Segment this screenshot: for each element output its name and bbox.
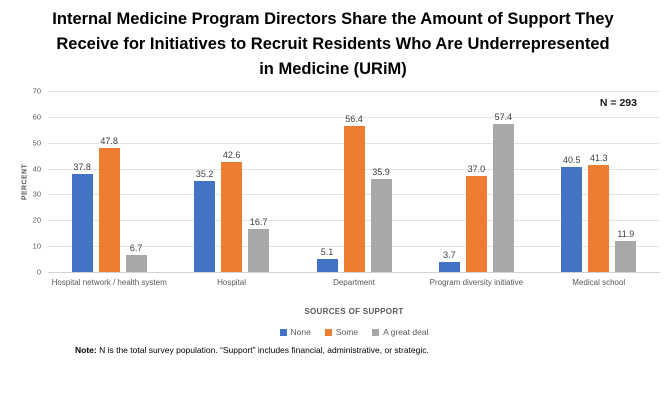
legend-item-none: None — [279, 327, 311, 337]
x-category-label: Program diversity initiative — [429, 278, 524, 287]
bar-value-label: 35.2 — [195, 168, 214, 179]
bar-a-great-deal-program-diversity-initiative — [492, 123, 514, 272]
bar-value-label: 16.7 — [249, 216, 268, 227]
bar-value-label: 57.4 — [494, 111, 513, 122]
legend-item-some: Some — [324, 327, 359, 337]
bar-value-label: 47.8 — [100, 136, 118, 147]
x-category-label: Department — [333, 278, 375, 287]
x-category-labels: Hospital network / health system Hospital… — [48, 277, 660, 288]
bar-value-label: 37.8 — [73, 162, 91, 173]
bar-none-hospital — [194, 180, 216, 272]
chart-title: Internal Medicine Program Directors Shar… — [0, 7, 666, 82]
x-category-label: Hospital network / health system — [51, 278, 167, 287]
y-axis-ticks: 0 10 20 30 40 50 60 70 — [0, 87, 44, 277]
bar-some-department — [343, 126, 365, 272]
bar-value-label: 6.7 — [129, 242, 143, 253]
legend-item-a-great-deal: A great deal — [372, 327, 428, 337]
x-category-cell: Department — [293, 277, 415, 288]
legend-label: A great deal — [383, 327, 429, 337]
legend: None Some A great deal — [48, 327, 660, 337]
x-axis-line — [48, 272, 660, 273]
y-tick-label: 70 — [32, 86, 41, 96]
bar-some-hospital-network-health-system — [98, 148, 120, 272]
legend-label: Some — [335, 327, 359, 337]
x-category-cell: Medical school — [538, 277, 660, 288]
x-category-label: Hospital — [217, 278, 247, 287]
chart-title-line-3: in Medicine (URiM) — [259, 60, 407, 78]
sample-size-annotation: N = 293 — [599, 97, 637, 109]
y-tick-label: 30 — [32, 189, 41, 199]
y-tick-label: 0 — [36, 267, 41, 277]
bar-value-label: 42.6 — [222, 149, 241, 160]
x-category-cell: Program diversity initiative — [415, 277, 537, 288]
footnote-label: Note: — [75, 345, 97, 355]
gridline — [48, 117, 660, 118]
bar-value-label: 40.5 — [563, 155, 581, 166]
x-category-label: Medical school — [572, 278, 626, 287]
bar-some-program-diversity-initiative — [465, 176, 487, 272]
bar-value-label: 35.9 — [372, 167, 390, 178]
bar-value-label: 41.3 — [590, 153, 608, 164]
bar-a-great-deal-department — [370, 179, 392, 272]
bar-some-hospital — [221, 161, 243, 272]
bar-none-department — [316, 258, 338, 272]
bar-none-hospital-network-health-system — [71, 174, 93, 272]
legend-label: None — [290, 327, 311, 337]
bar-value-label: 37.0 — [467, 164, 486, 175]
bar-a-great-deal-hospital — [248, 228, 270, 272]
legend-swatch-icon — [324, 328, 332, 336]
y-tick-label: 10 — [32, 241, 41, 251]
gridline — [48, 91, 660, 92]
x-category-cell: Hospital — [170, 277, 292, 288]
bar-value-label: 5.1 — [320, 246, 334, 257]
plot-area: 37.8 47.8 6.7 35.2 42.6 16.7 5.1 56.4 35.9 3.7 37.… — [48, 91, 660, 273]
bar-a-great-deal-medical-school — [615, 241, 637, 272]
footnote-text: N is the total survey population. “Suppo… — [96, 345, 429, 355]
bar-a-great-deal-hospital-network-health-system — [125, 254, 147, 272]
x-category-cell: Hospital network / health system — [48, 277, 170, 288]
bar-value-label: 3.7 — [443, 250, 456, 261]
footnote: Note: N is the total survey population. … — [75, 345, 429, 355]
y-tick-label: 40 — [32, 164, 41, 174]
x-axis-title: SOURCES OF SUPPORT — [304, 307, 404, 316]
bar-some-medical-school — [588, 165, 610, 272]
bar-none-program-diversity-initiative — [438, 262, 460, 272]
bar-value-label: 56.4 — [345, 114, 363, 125]
y-tick-label: 50 — [32, 138, 41, 148]
bar-none-medical-school — [561, 167, 583, 272]
bar-value-label: 11.9 — [617, 229, 635, 240]
chart-title-line-2: Receive for Initiatives to Recruit Resid… — [56, 35, 610, 53]
y-tick-label: 60 — [32, 112, 41, 122]
chart-title-line-1: Internal Medicine Program Directors Shar… — [52, 10, 614, 28]
legend-swatch-icon — [372, 328, 380, 336]
legend-swatch-icon — [279, 328, 287, 336]
y-tick-label: 20 — [32, 215, 41, 225]
